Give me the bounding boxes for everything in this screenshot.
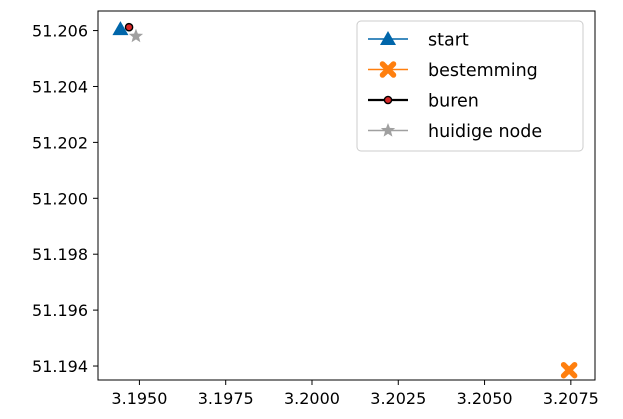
y-tick-label: 51.200 (32, 189, 88, 208)
legend-entry: huidige node (368, 122, 542, 142)
y-tick-label: 51.194 (32, 357, 88, 376)
legend-label: buren (428, 92, 479, 112)
legend-entry: buren (368, 92, 479, 112)
legend-marker (383, 95, 393, 105)
legend-label: start (428, 31, 469, 51)
legend-label: huidige node (428, 122, 542, 142)
legend-marker (379, 61, 397, 78)
y-tick-label: 51.204 (32, 77, 88, 96)
data-point (560, 361, 578, 379)
data-points (112, 21, 578, 379)
x-tick-label: 3.2050 (457, 389, 513, 408)
legend-marker (380, 123, 396, 137)
data-point (124, 22, 134, 32)
legend-label: bestemming (428, 61, 538, 81)
x-tick-label: 3.2025 (370, 389, 426, 408)
data-point (128, 28, 144, 43)
y-tick-label: 51.198 (32, 245, 88, 264)
data-point (112, 21, 129, 36)
x-axis: 3.1950 3.1975 3.2000 3.2025 3.2050 3.2075 (111, 380, 599, 408)
legend-marker (380, 31, 396, 45)
y-tick-label: 51.206 (32, 22, 88, 41)
legend-box (356, 20, 584, 152)
y-axis: 51.194 51.196 51.198 51.200 51.202 51.204 51.2… (32, 22, 98, 376)
y-tick-label: 51.196 (32, 301, 88, 320)
x-tick-label: 3.2075 (543, 389, 599, 408)
y-tick-label: 51.202 (32, 133, 88, 152)
x-tick-label: 3.2000 (284, 389, 340, 408)
legend-entry: start (368, 31, 469, 51)
legend-entry: bestemming (368, 61, 538, 81)
x-tick-label: 3.1950 (111, 389, 167, 408)
x-tick-label: 3.1975 (198, 389, 254, 408)
legend: start bestemming buren huidige node (356, 20, 584, 152)
